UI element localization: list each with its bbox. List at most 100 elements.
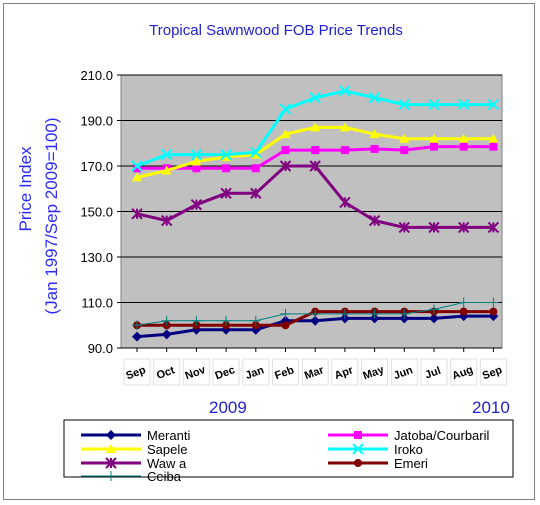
- data-point-square: [192, 164, 201, 173]
- y-tick-label: 130.0: [80, 250, 113, 265]
- data-point-plus: [399, 308, 410, 319]
- data-point-diamond: [161, 329, 172, 340]
- data-point-star: [220, 187, 232, 200]
- data-point-triangle: [458, 133, 469, 143]
- series-jatoba-courbaril: [133, 142, 498, 173]
- data-point-x: [220, 148, 232, 161]
- data-point-star: [368, 214, 381, 227]
- x-tick-box: [479, 358, 507, 386]
- data-point-triangle: [221, 151, 232, 161]
- data-point-plus: [429, 304, 439, 315]
- data-point-plus: [132, 320, 142, 331]
- data-point-circle: [281, 321, 290, 330]
- y-tick-label: 110.0: [81, 296, 113, 311]
- data-point-square: [459, 142, 468, 151]
- legend-item: Sapele: [81, 442, 187, 457]
- data-point-x: [398, 98, 411, 111]
- data-point-triangle: [132, 172, 142, 182]
- data-point-star: [428, 221, 440, 234]
- data-point-plus: [250, 315, 261, 326]
- data-point-x: [428, 98, 440, 111]
- legend-item: Ceiba: [81, 469, 182, 484]
- data-point-x: [339, 85, 351, 97]
- data-point-star: [131, 208, 143, 220]
- y-tick-label: 170.0: [80, 159, 113, 174]
- y-axis-ticks: 210.0 190.0 170.0 150.0 130.0 110.0 90.0: [80, 68, 121, 356]
- data-point-x: [487, 98, 500, 111]
- data-point-triangle: [339, 122, 350, 132]
- legend-item: Waw a: [81, 456, 187, 471]
- data-point-square: [222, 164, 231, 173]
- data-point-triangle: [399, 133, 410, 143]
- chart-frame: Tropical Sawnwood FOB Price Trends Price…: [3, 3, 535, 500]
- legend-label: Emeri: [394, 456, 428, 471]
- data-point-circle: [489, 307, 498, 316]
- data-point-star: [160, 214, 173, 227]
- data-point-plus: [221, 315, 232, 326]
- data-point-star: [457, 221, 470, 234]
- data-point-plus: [191, 315, 202, 326]
- legend-label: Sapele: [147, 442, 187, 457]
- data-point-plus: [458, 297, 469, 308]
- y-axis-label-line2: (Jan 1997/Sep 2009=100): [42, 117, 61, 314]
- data-point-plus: [369, 308, 380, 319]
- x-tick-box: [301, 358, 329, 386]
- data-point-triangle: [161, 165, 172, 175]
- series-ceiba: [132, 297, 499, 331]
- data-point-triangle: [280, 129, 291, 139]
- y-tick-label: 90.0: [88, 341, 113, 356]
- data-point-circle: [459, 307, 468, 316]
- legend: Meranti Jatoba/Courbaril Sapele Iroko Waw a E…: [81, 428, 489, 484]
- data-point-square: [311, 146, 320, 155]
- series-iroko: [131, 85, 500, 172]
- data-point-square: [133, 164, 141, 173]
- year-label-2010: 2010: [472, 398, 510, 417]
- data-point-x: [250, 146, 262, 159]
- data-point-star: [487, 221, 500, 234]
- data-point-x: [131, 160, 143, 172]
- data-point-star: [279, 160, 292, 172]
- data-point-plus: [310, 308, 321, 319]
- data-point-square: [354, 431, 362, 439]
- series-waw-a: [131, 160, 500, 234]
- legend-item: Iroko: [328, 442, 423, 457]
- x-tick-box: [450, 358, 478, 386]
- legend-label: Jatoba/Courbaril: [394, 428, 489, 443]
- data-point-diamond: [106, 430, 116, 440]
- data-point-square: [281, 146, 290, 155]
- x-tick-box: [272, 358, 299, 386]
- data-point-square: [489, 142, 498, 151]
- x-tick-box: [390, 358, 418, 386]
- x-tick-box: [420, 358, 448, 386]
- y-axis-label-line1: Price Index: [16, 146, 35, 232]
- data-point-triangle: [191, 156, 202, 166]
- data-point-diamond: [132, 331, 142, 342]
- data-point-square: [430, 142, 438, 151]
- legend-label: Iroko: [394, 442, 423, 457]
- legend-item: Meranti: [81, 428, 190, 443]
- data-point-triangle: [429, 133, 439, 143]
- data-point-triangle: [369, 129, 380, 139]
- data-point-diamond: [310, 315, 321, 326]
- data-point-x: [368, 92, 381, 104]
- price-trend-chart: Tropical Sawnwood FOB Price Trends Price…: [16, 22, 514, 484]
- data-point-triangle: [310, 122, 321, 132]
- x-tick-box: [331, 358, 359, 386]
- data-point-star: [190, 198, 203, 211]
- x-tick-label: Jul: [423, 365, 442, 382]
- data-point-diamond: [429, 313, 439, 324]
- x-tick-box: [182, 358, 210, 386]
- data-point-star: [398, 221, 411, 234]
- y-axis-label: Price Index (Jan 1997/Sep 2009=100): [16, 117, 61, 314]
- x-tick-box: [242, 358, 270, 386]
- legend-item: Emeri: [328, 456, 428, 471]
- data-point-square: [400, 146, 409, 155]
- data-point-plus: [339, 308, 350, 319]
- chart-title: Tropical Sawnwood FOB Price Trends: [149, 22, 403, 39]
- legend-item: Jatoba/Courbaril: [328, 428, 489, 443]
- data-point-x: [457, 98, 470, 111]
- legend-label: Meranti: [147, 428, 190, 443]
- data-point-star: [339, 196, 351, 209]
- data-point-square: [251, 164, 260, 173]
- y-tick-label: 150.0: [80, 205, 113, 220]
